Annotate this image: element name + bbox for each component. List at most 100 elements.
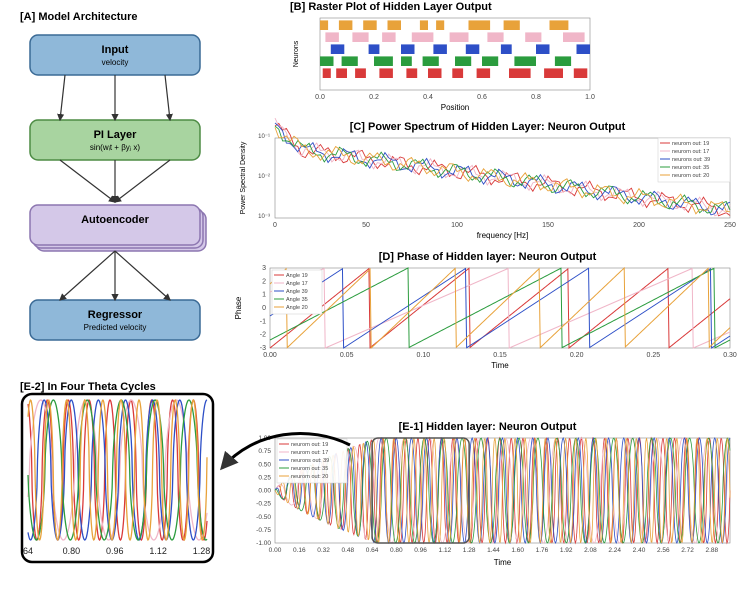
legend-label: neurorn out: 35 bbox=[291, 466, 328, 472]
raster-bar bbox=[352, 32, 368, 42]
tick-label: -1.00 bbox=[256, 540, 271, 547]
tick-label: -0.50 bbox=[256, 514, 271, 521]
tick-label: -2 bbox=[260, 332, 266, 339]
legend-label: Angle 39 bbox=[286, 289, 308, 295]
tick-label: 0.10 bbox=[417, 352, 431, 359]
tick-label: 0.4 bbox=[423, 94, 433, 101]
tick-label: 10⁻³ bbox=[258, 214, 270, 220]
tick-label: 0.00 bbox=[269, 547, 282, 554]
tick-label: -0.25 bbox=[256, 501, 271, 508]
tick-label: 50 bbox=[362, 222, 370, 229]
phase-line bbox=[270, 268, 730, 348]
tick-label: 150 bbox=[542, 222, 554, 229]
raster-bar bbox=[323, 68, 331, 78]
tick-label: 0.00 bbox=[258, 488, 271, 495]
tick-label: 1.28 bbox=[463, 547, 476, 554]
panel-b-title: [B] Raster Plot of Hidden Layer Output bbox=[290, 1, 492, 13]
tick-label: 0 bbox=[273, 222, 277, 229]
tick-label: 1.44 bbox=[487, 547, 500, 554]
legend-label: neurorn out: 20 bbox=[672, 173, 709, 179]
raster-bar bbox=[412, 32, 434, 42]
tick-label: 0.32 bbox=[317, 547, 330, 554]
tick-label: 2.88 bbox=[705, 547, 718, 554]
tick-label: 2 bbox=[262, 278, 266, 285]
raster-bar bbox=[509, 68, 531, 78]
raster-bar bbox=[355, 68, 366, 78]
tick-label: 0.48 bbox=[341, 547, 354, 554]
tick-label: 3 bbox=[262, 265, 266, 272]
tick-label: 1.92 bbox=[560, 547, 573, 554]
panel-e1-legend: neurorn out: 19neurorn out: 17neurons ou… bbox=[277, 439, 347, 483]
panel-e2-title: [E-2] In Four Theta Cycles bbox=[20, 381, 156, 393]
arch-label: Input bbox=[102, 44, 129, 56]
raster-bar bbox=[401, 44, 415, 54]
raster-bar bbox=[577, 44, 591, 54]
raster-bar bbox=[374, 56, 393, 66]
panel-d-axes bbox=[270, 268, 730, 348]
tick-label: 0.80 bbox=[390, 547, 403, 554]
panel-a-title: [A] Model Architecture bbox=[20, 11, 138, 23]
tick-label: 0.00 bbox=[263, 352, 277, 359]
raster-bar bbox=[555, 56, 571, 66]
raster-bar bbox=[428, 68, 442, 78]
tick-label: 0.25 bbox=[647, 352, 661, 359]
raster-bar bbox=[514, 56, 536, 66]
raster-bar bbox=[342, 56, 358, 66]
raster-bar bbox=[550, 20, 569, 30]
axis-label: Time bbox=[491, 361, 509, 370]
phase-line bbox=[270, 269, 730, 349]
legend-label: Angle 17 bbox=[286, 281, 308, 287]
raster-bar bbox=[406, 68, 417, 78]
panel-c-legend: neurorn out: 19neurorn out: 17neurons ou… bbox=[658, 138, 730, 182]
arch-sublabel: velocity bbox=[102, 58, 129, 67]
axis-label: Neurons bbox=[293, 40, 300, 67]
tick-label: 1.12 bbox=[149, 546, 167, 556]
raster-bar bbox=[501, 44, 512, 54]
tick-label: 2.72 bbox=[681, 547, 694, 554]
raster-bar bbox=[487, 32, 503, 42]
raster-bar bbox=[544, 68, 563, 78]
phase-line bbox=[270, 268, 730, 348]
legend-label: neurorn out: 17 bbox=[291, 450, 328, 456]
raster-bar bbox=[336, 68, 347, 78]
axis-label: Position bbox=[441, 103, 469, 112]
arch-label: PI Layer bbox=[94, 129, 138, 141]
raster-bar bbox=[320, 20, 328, 30]
tick-label: 0.05 bbox=[340, 352, 354, 359]
axis-label: Power Spectral Density bbox=[240, 141, 247, 214]
panel-d-legend: Angle 19 Angle 17 Angle 39 Angle 35 Angle 20 bbox=[272, 270, 322, 314]
tick-label: 0.20 bbox=[570, 352, 584, 359]
figure-root: [A] Model Architecture Input velocity PI La… bbox=[0, 0, 749, 602]
tick-label: 0.75 bbox=[258, 448, 271, 455]
raster-bar bbox=[466, 44, 480, 54]
panel-a: [A] Model Architecture Input velocity PI La… bbox=[20, 11, 206, 340]
tick-label: 1.28 bbox=[193, 546, 211, 556]
tick-label: 0.0 bbox=[315, 94, 325, 101]
legend-label: neurorn out: 20 bbox=[291, 474, 328, 480]
arch-label: Regressor bbox=[88, 309, 143, 321]
raster-bar bbox=[433, 44, 447, 54]
tick-label: 1.60 bbox=[511, 547, 524, 554]
raster-bar bbox=[477, 68, 491, 78]
tick-label: 0.80 bbox=[63, 546, 81, 556]
legend-label: Angle 20 bbox=[286, 305, 308, 311]
raster-bar bbox=[388, 20, 402, 30]
tick-label: 2.40 bbox=[633, 547, 646, 554]
legend-label: neurorn out: 35 bbox=[672, 165, 709, 171]
tick-label: 200 bbox=[633, 222, 645, 229]
legend-label: Angle 19 bbox=[286, 273, 308, 279]
tick-label: 100 bbox=[451, 222, 463, 229]
tick-label: 0.25 bbox=[258, 474, 271, 481]
legend-label: neurorn out: 19 bbox=[672, 141, 709, 147]
raster-bar bbox=[525, 32, 541, 42]
panel-c-title: [C] Power Spectrum of Hidden Layer: Neur… bbox=[350, 121, 626, 133]
raster-bar bbox=[482, 56, 498, 66]
raster-bar bbox=[339, 20, 353, 30]
axis-label: Phase bbox=[234, 296, 243, 319]
raster-bar bbox=[574, 68, 588, 78]
tick-label: 0.50 bbox=[258, 461, 271, 468]
legend-label: Angle 35 bbox=[286, 297, 308, 303]
legend-label: neurons out: 39 bbox=[291, 458, 329, 464]
raster-bar bbox=[382, 32, 396, 42]
tick-label: 0.96 bbox=[414, 547, 427, 554]
